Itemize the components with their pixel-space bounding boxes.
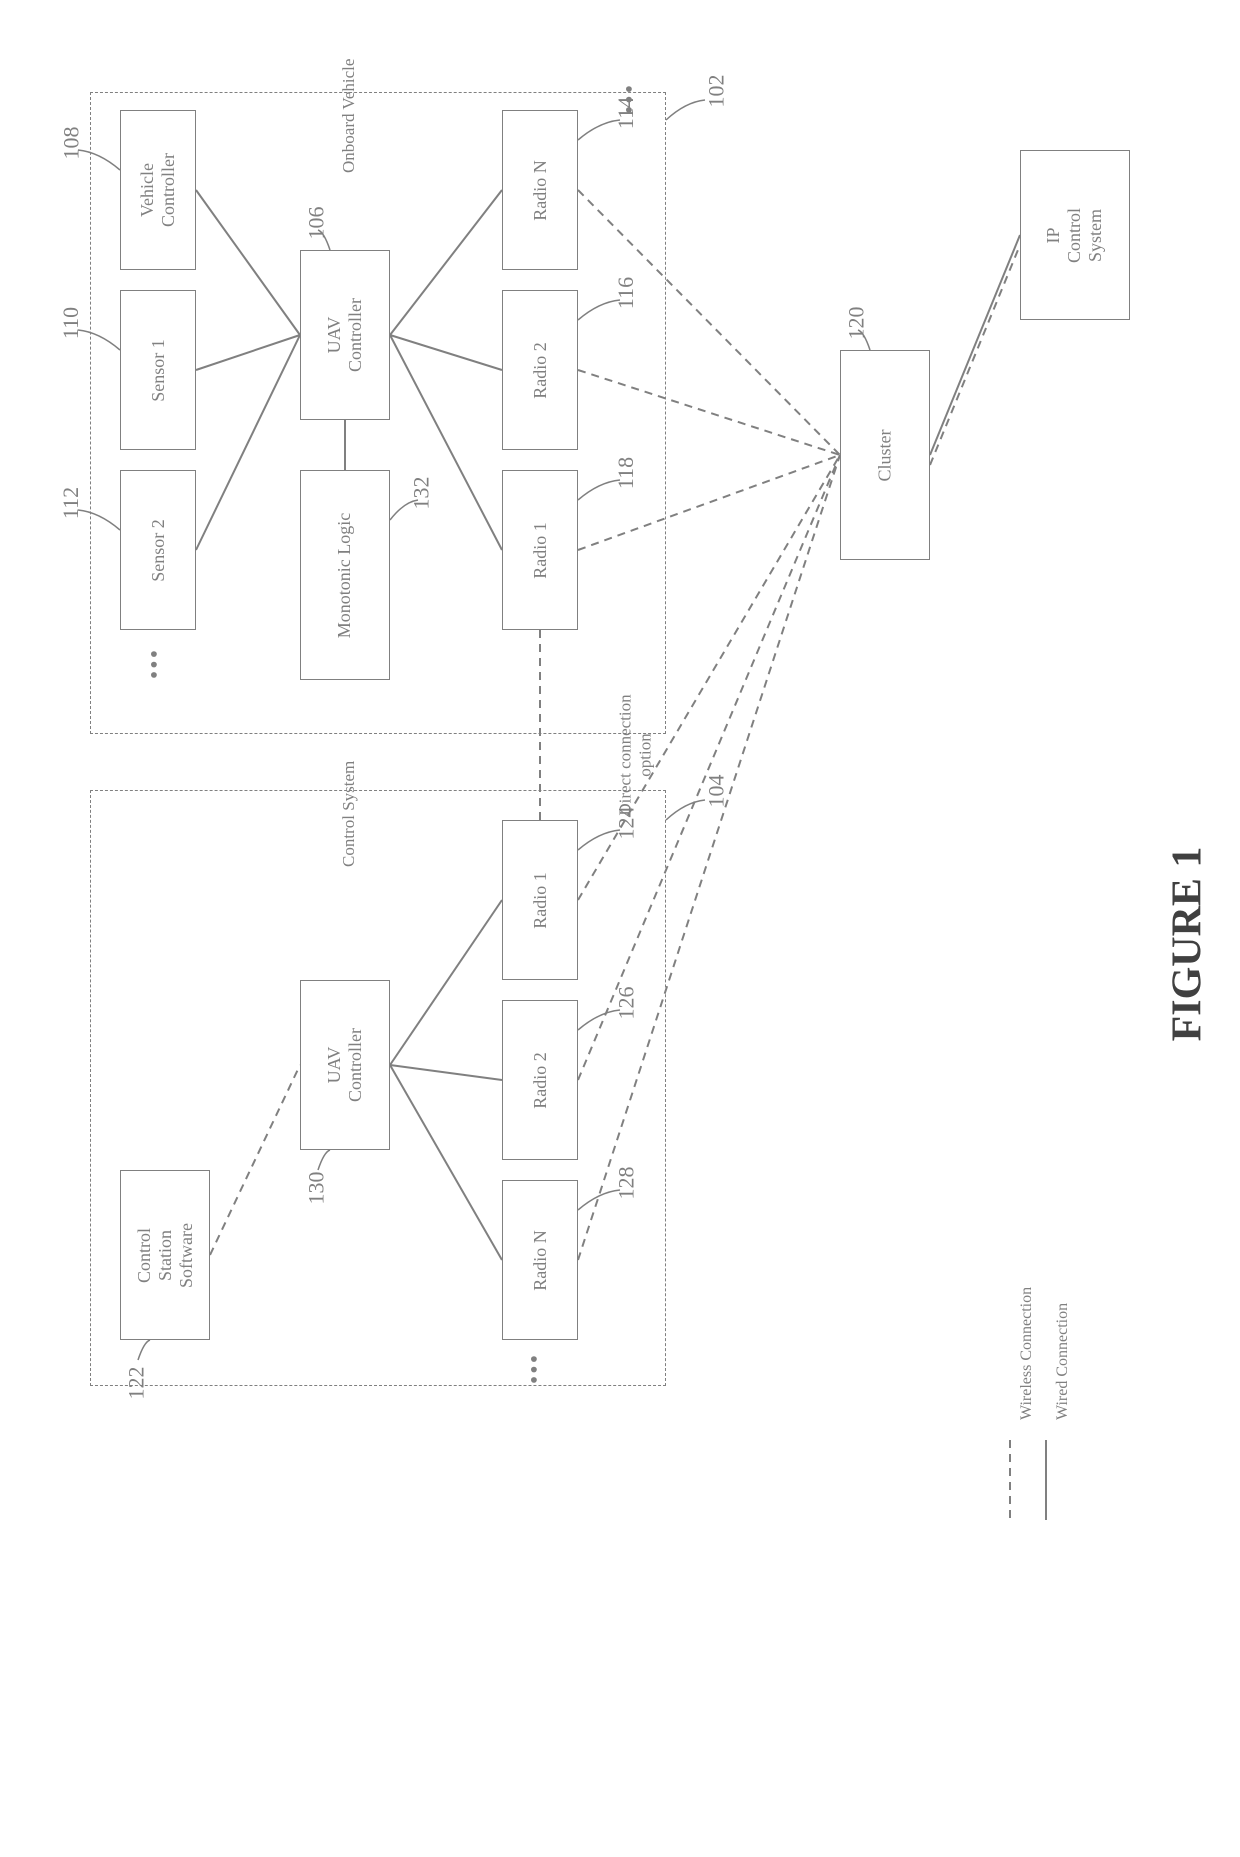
node-label: Radio 1 xyxy=(530,522,551,579)
node-label: Radio 2 xyxy=(530,1052,551,1109)
node-label: Sensor 1 xyxy=(148,339,169,402)
node-radioN_bot: Radio N xyxy=(502,1180,578,1340)
ref-108: 108 xyxy=(59,127,85,160)
node-label: Radio 1 xyxy=(530,872,551,929)
ellipsis-icon: ••• xyxy=(522,1353,549,1384)
node-label: UAVController xyxy=(324,298,366,372)
node-radio2_top: Radio 2 xyxy=(502,290,578,450)
node-vehicle_ctrl: VehicleController xyxy=(120,110,196,270)
diagram-canvas: Onboard Vehicle Control System VehicleCont… xyxy=(0,0,1240,1857)
ref-118: 118 xyxy=(613,457,639,489)
ref-112: 112 xyxy=(58,487,84,519)
node-ip: IPControlSystem xyxy=(1020,150,1130,320)
node-radio2_bot: Radio 2 xyxy=(502,1000,578,1160)
node-css: ControlStationSoftware xyxy=(120,1170,210,1340)
ref-114: 114 xyxy=(613,97,639,129)
ref-122: 122 xyxy=(124,1367,150,1400)
node-label: Monotonic Logic xyxy=(335,512,356,637)
ref-126: 126 xyxy=(614,987,640,1020)
node-label: VehicleController xyxy=(137,153,179,227)
node-label: UAVController xyxy=(324,1028,366,1102)
node-label: Cluster xyxy=(875,429,896,481)
node-label: Radio 2 xyxy=(530,342,551,399)
node-sensor2: Sensor 2 xyxy=(120,470,196,630)
ref-116: 116 xyxy=(613,277,639,309)
node-label: IPControlSystem xyxy=(1043,207,1106,262)
legend-wireless: Wireless Connection xyxy=(1018,1287,1036,1420)
node-label: Radio N xyxy=(530,160,551,221)
group-label: Onboard Vehicle xyxy=(339,59,359,173)
figure-title: FIGURE 1 xyxy=(1163,847,1211,1042)
node-radio1_bot: Radio 1 xyxy=(502,820,578,980)
node-mono: Monotonic Logic xyxy=(300,470,390,680)
ref-130: 130 xyxy=(304,1172,330,1205)
node-cluster: Cluster xyxy=(840,350,930,560)
node-label: Radio N xyxy=(530,1230,551,1291)
legend-wired: Wired Connection xyxy=(1054,1303,1072,1420)
node-radio1_top: Radio 1 xyxy=(502,470,578,630)
node-uav_ctrl: UAVController xyxy=(300,250,390,420)
ellipsis-icon: ••• xyxy=(142,648,169,679)
ref-106: 106 xyxy=(304,207,330,240)
direct-connection-label: Direct connectionoption xyxy=(616,694,656,815)
ref-132: 132 xyxy=(409,477,435,510)
ref-110: 110 xyxy=(58,307,84,339)
ref-102: 102 xyxy=(704,75,730,108)
ref-104: 104 xyxy=(704,775,730,808)
node-uav_ctrl2: UAVController xyxy=(300,980,390,1150)
node-radioN_top: Radio N xyxy=(502,110,578,270)
group-label: Control System xyxy=(339,761,359,867)
ref-120: 120 xyxy=(844,307,870,340)
ref-128: 128 xyxy=(614,1167,640,1200)
node-label: ControlStationSoftware xyxy=(133,1223,196,1288)
node-label: Sensor 2 xyxy=(148,519,169,582)
node-sensor1: Sensor 1 xyxy=(120,290,196,450)
